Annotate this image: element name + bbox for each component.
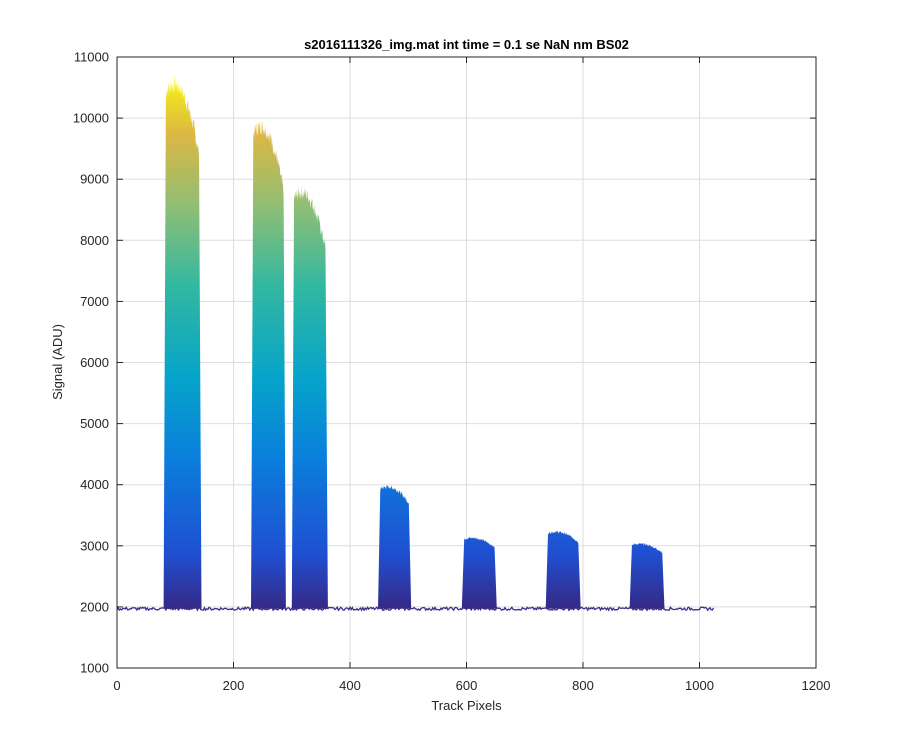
y-axis-label: Signal (ADU) <box>50 324 65 400</box>
x-tick-labels: 0 200 400 600 800 1000 1200 <box>113 678 830 693</box>
y-tick-label: 4000 <box>80 477 109 492</box>
x-tick-label: 400 <box>339 678 361 693</box>
x-tick-label: 800 <box>572 678 594 693</box>
y-tick-label: 8000 <box>80 233 109 248</box>
signal-peak-7 <box>629 543 665 609</box>
grid <box>117 57 816 668</box>
y-tick-labels: 1000 2000 3000 4000 5000 6000 7000 8000 9000 1000… <box>73 50 109 676</box>
signal-peak-3 <box>291 185 328 609</box>
x-axis-label: Track Pixels <box>431 698 502 713</box>
tick-marks <box>116 56 817 669</box>
y-tick-label: 11000 <box>74 50 109 65</box>
x-tick-label: 1000 <box>685 678 714 693</box>
y-tick-label: 9000 <box>80 172 109 187</box>
signal-peak-5 <box>461 537 497 609</box>
y-tick-label: 6000 <box>80 355 109 370</box>
y-tick-label: 5000 <box>80 416 109 431</box>
y-tick-label: 7000 <box>80 294 109 309</box>
signal-peak-1 <box>163 75 202 609</box>
chart-title: s2016111326_img.mat int time = 0.1 se Na… <box>304 37 629 52</box>
y-tick-label: 1000 <box>80 661 109 676</box>
signal-areas <box>163 75 665 609</box>
x-tick-label: 200 <box>223 678 245 693</box>
x-tick-label: 600 <box>456 678 478 693</box>
signal-peak-6 <box>545 530 581 609</box>
signal-peak-4 <box>378 485 412 609</box>
x-tick-label: 0 <box>113 678 120 693</box>
baseline-line <box>116 605 715 612</box>
x-tick-label: 1200 <box>802 678 831 693</box>
y-tick-label: 3000 <box>80 538 109 553</box>
signal-peak-2 <box>251 120 286 609</box>
y-tick-label: 2000 <box>80 599 109 614</box>
y-tick-label: 10000 <box>73 111 109 126</box>
